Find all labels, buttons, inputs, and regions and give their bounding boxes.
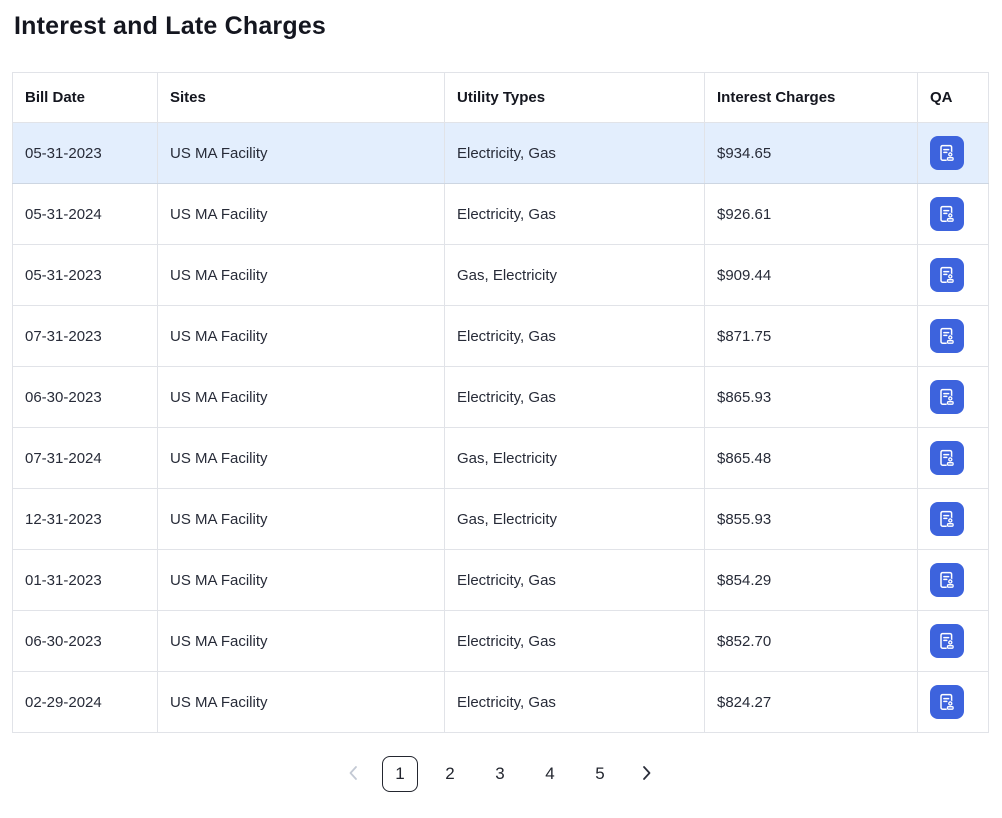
utility-types-cell: Gas, Electricity (444, 488, 705, 550)
table-row[interactable]: 01-31-2023 US MA Facility Electricity, G… (12, 549, 989, 611)
page-title: Interest and Late Charges (14, 12, 327, 40)
qa-cell (917, 427, 989, 489)
column-header-bill-date: Bill Date (12, 72, 158, 123)
column-header-sites: Sites (157, 72, 445, 123)
qa-button[interactable] (930, 319, 964, 353)
table-row[interactable]: 05-31-2024 US MA Facility Electricity, G… (12, 183, 989, 245)
qa-button[interactable] (930, 624, 964, 658)
interest-charges-cell: $852.70 (704, 610, 918, 672)
interest-charges-table: Bill Date Sites Utility Types Interest C… (12, 72, 989, 733)
chevron-left-icon (348, 765, 358, 784)
qa-cell (917, 244, 989, 306)
qa-cell (917, 488, 989, 550)
table-row[interactable]: 06-30-2023 US MA Facility Electricity, G… (12, 610, 989, 672)
interest-charges-cell: $871.75 (704, 305, 918, 367)
bill-date-cell: 05-31-2024 (12, 183, 158, 245)
qa-cell (917, 671, 989, 733)
bill-date-cell: 05-31-2023 (12, 244, 158, 306)
column-header-interest-charges: Interest Charges (704, 72, 918, 123)
site-cell: US MA Facility (157, 183, 445, 245)
pagination: 1 2 3 4 5 (12, 756, 988, 792)
pagination-page-3[interactable]: 3 (482, 756, 518, 792)
document-review-icon (937, 448, 957, 468)
document-review-icon (937, 326, 957, 346)
interest-charges-cell: $865.48 (704, 427, 918, 489)
utility-types-cell: Electricity, Gas (444, 183, 705, 245)
document-review-icon (937, 692, 957, 712)
interest-charges-cell: $934.65 (704, 122, 918, 184)
bill-date-cell: 02-29-2024 (12, 671, 158, 733)
bill-date-cell: 07-31-2023 (12, 305, 158, 367)
bill-date-cell: 12-31-2023 (12, 488, 158, 550)
interest-charges-cell: $824.27 (704, 671, 918, 733)
qa-cell (917, 183, 989, 245)
document-review-icon (937, 631, 957, 651)
utility-types-cell: Electricity, Gas (444, 366, 705, 428)
utility-types-cell: Gas, Electricity (444, 427, 705, 489)
utility-types-cell: Electricity, Gas (444, 122, 705, 184)
utility-types-cell: Electricity, Gas (444, 671, 705, 733)
table-header-row: Bill Date Sites Utility Types Interest C… (12, 72, 989, 123)
qa-button[interactable] (930, 197, 964, 231)
qa-button[interactable] (930, 380, 964, 414)
column-header-qa: QA (917, 72, 989, 123)
interest-charges-cell: $926.61 (704, 183, 918, 245)
bill-date-cell: 07-31-2024 (12, 427, 158, 489)
utility-types-cell: Gas, Electricity (444, 244, 705, 306)
pagination-page-5[interactable]: 5 (582, 756, 618, 792)
site-cell: US MA Facility (157, 366, 445, 428)
chevron-right-icon (642, 765, 652, 784)
bill-date-cell: 06-30-2023 (12, 366, 158, 428)
qa-cell (917, 305, 989, 367)
qa-button[interactable] (930, 685, 964, 719)
utility-types-cell: Electricity, Gas (444, 549, 705, 611)
pagination-next-button[interactable] (632, 756, 662, 792)
document-review-icon (937, 143, 957, 163)
site-cell: US MA Facility (157, 305, 445, 367)
interest-charges-cell: $865.93 (704, 366, 918, 428)
qa-cell (917, 549, 989, 611)
document-review-icon (937, 265, 957, 285)
interest-charges-cell: $854.29 (704, 549, 918, 611)
table-row[interactable]: 06-30-2023 US MA Facility Electricity, G… (12, 366, 989, 428)
pagination-prev-button[interactable] (338, 756, 368, 792)
site-cell: US MA Facility (157, 427, 445, 489)
qa-button[interactable] (930, 563, 964, 597)
site-cell: US MA Facility (157, 244, 445, 306)
bill-date-cell: 05-31-2023 (12, 122, 158, 184)
site-cell: US MA Facility (157, 549, 445, 611)
table-row[interactable]: 05-31-2023 US MA Facility Electricity, G… (12, 122, 989, 184)
pagination-page-1[interactable]: 1 (382, 756, 418, 792)
table-row[interactable]: 05-31-2023 US MA Facility Gas, Electrici… (12, 244, 989, 306)
site-cell: US MA Facility (157, 122, 445, 184)
bill-date-cell: 01-31-2023 (12, 549, 158, 611)
table-row[interactable]: 07-31-2024 US MA Facility Gas, Electrici… (12, 427, 989, 489)
qa-button[interactable] (930, 441, 964, 475)
qa-cell (917, 122, 989, 184)
site-cell: US MA Facility (157, 671, 445, 733)
table-row[interactable]: 12-31-2023 US MA Facility Gas, Electrici… (12, 488, 989, 550)
document-review-icon (937, 570, 957, 590)
column-header-utility-types: Utility Types (444, 72, 705, 123)
document-review-icon (937, 204, 957, 224)
bill-date-cell: 06-30-2023 (12, 610, 158, 672)
qa-button[interactable] (930, 136, 964, 170)
document-review-icon (937, 387, 957, 407)
site-cell: US MA Facility (157, 610, 445, 672)
interest-charges-cell: $909.44 (704, 244, 918, 306)
site-cell: US MA Facility (157, 488, 445, 550)
pagination-page-4[interactable]: 4 (532, 756, 568, 792)
interest-charges-cell: $855.93 (704, 488, 918, 550)
utility-types-cell: Electricity, Gas (444, 610, 705, 672)
table-row[interactable]: 02-29-2024 US MA Facility Electricity, G… (12, 671, 989, 733)
table-row[interactable]: 07-31-2023 US MA Facility Electricity, G… (12, 305, 989, 367)
document-review-icon (937, 509, 957, 529)
pagination-page-2[interactable]: 2 (432, 756, 468, 792)
qa-button[interactable] (930, 502, 964, 536)
utility-types-cell: Electricity, Gas (444, 305, 705, 367)
qa-button[interactable] (930, 258, 964, 292)
qa-cell (917, 366, 989, 428)
qa-cell (917, 610, 989, 672)
